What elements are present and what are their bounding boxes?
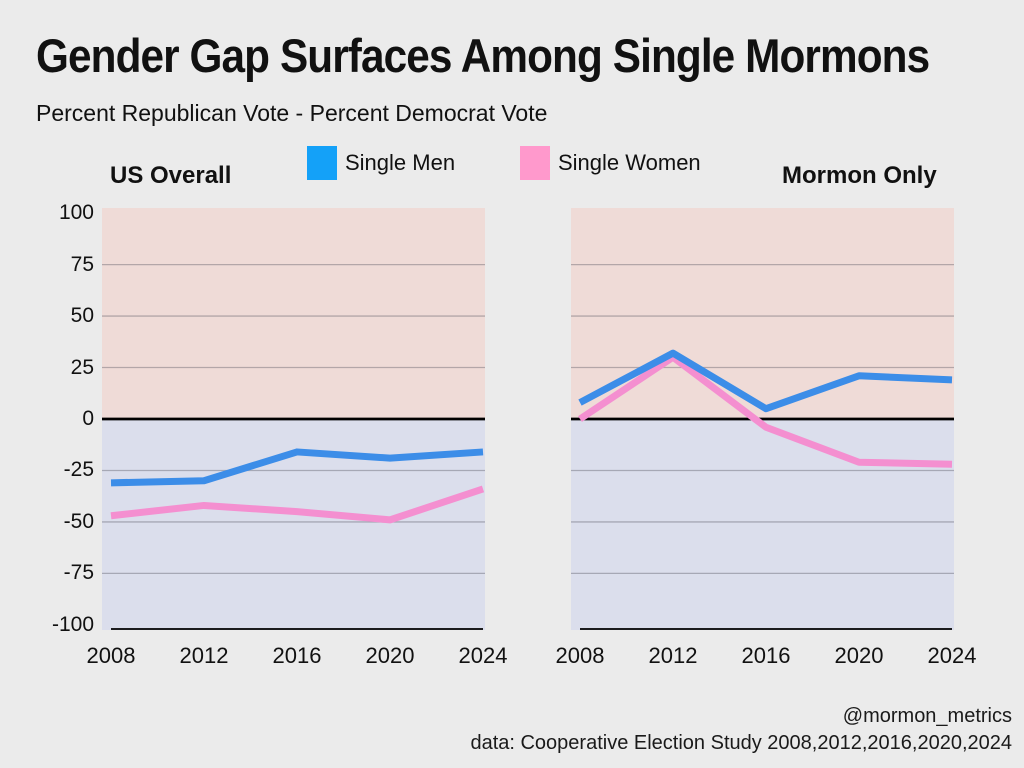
page-title: Gender Gap Surfaces Among Single Mormons: [36, 29, 930, 82]
single-men-line: [578, 349, 953, 413]
x-axis-labels-mormon-only: 2008 2012 2016 2020 2024: [556, 642, 977, 672]
panel-title-us-overall: US Overall: [110, 162, 232, 189]
y-tick-label: 75: [70, 252, 94, 276]
y-tick-label: 0: [82, 407, 94, 430]
republican-region: [102, 208, 485, 419]
panel-title-mormon-only: Mormon Only: [782, 162, 937, 189]
y-tick-label: 25: [70, 355, 94, 379]
attribution-handle: @mormon_metrics: [842, 705, 1012, 727]
x-tick-label: 2016: [741, 643, 791, 668]
y-tick-label: -25: [63, 458, 94, 482]
single-men-legend-label: Single Men: [345, 150, 456, 175]
single-women-line: [110, 485, 485, 524]
y-tick-label: -75: [63, 561, 94, 585]
chart-us-overall: [102, 208, 485, 630]
y-tick-label: -100: [51, 612, 94, 636]
x-tick-label: 2016: [272, 643, 322, 668]
x-tick-label: 2008: [86, 643, 136, 668]
x-axis-labels-us-overall: 2008 2012 2016 2020 2024: [87, 642, 508, 672]
attribution-source: data: Cooperative Election Study 2008,20…: [470, 732, 1012, 754]
x-tick-label: 2020: [834, 643, 884, 668]
democrat-region: [571, 419, 954, 630]
x-tick-label: 2024: [927, 643, 977, 668]
single-men-line: [110, 448, 484, 487]
single-men-swatch-icon: [307, 146, 337, 180]
chart-mormon-only: [571, 208, 954, 630]
single-women-legend-label: Single Women: [558, 150, 701, 175]
y-tick-label: 50: [70, 304, 94, 328]
single-women-swatch-icon: [520, 146, 550, 180]
x-tick-label: 2012: [179, 643, 229, 668]
x-tick-label: 2012: [648, 643, 698, 668]
legend: Single Men Single Women: [0, 146, 1024, 180]
y-tick-label: 100: [58, 201, 94, 225]
attribution: @mormon_metrics data: Cooperative Electi…: [470, 703, 1012, 757]
x-tick-label: 2024: [458, 643, 508, 668]
page-subtitle: Percent Republican Vote - Percent Democr…: [36, 100, 548, 126]
x-tick-label: 2008: [555, 643, 605, 668]
y-axis-labels: 100 75 50 25 0 -25 -50 -75 -100: [24, 201, 94, 636]
y-tick-label: -50: [63, 509, 94, 533]
single-women-line: [578, 353, 953, 468]
plot-area: [102, 208, 485, 630]
x-tick-label: 2020: [365, 643, 415, 668]
plot-area: [571, 208, 954, 630]
